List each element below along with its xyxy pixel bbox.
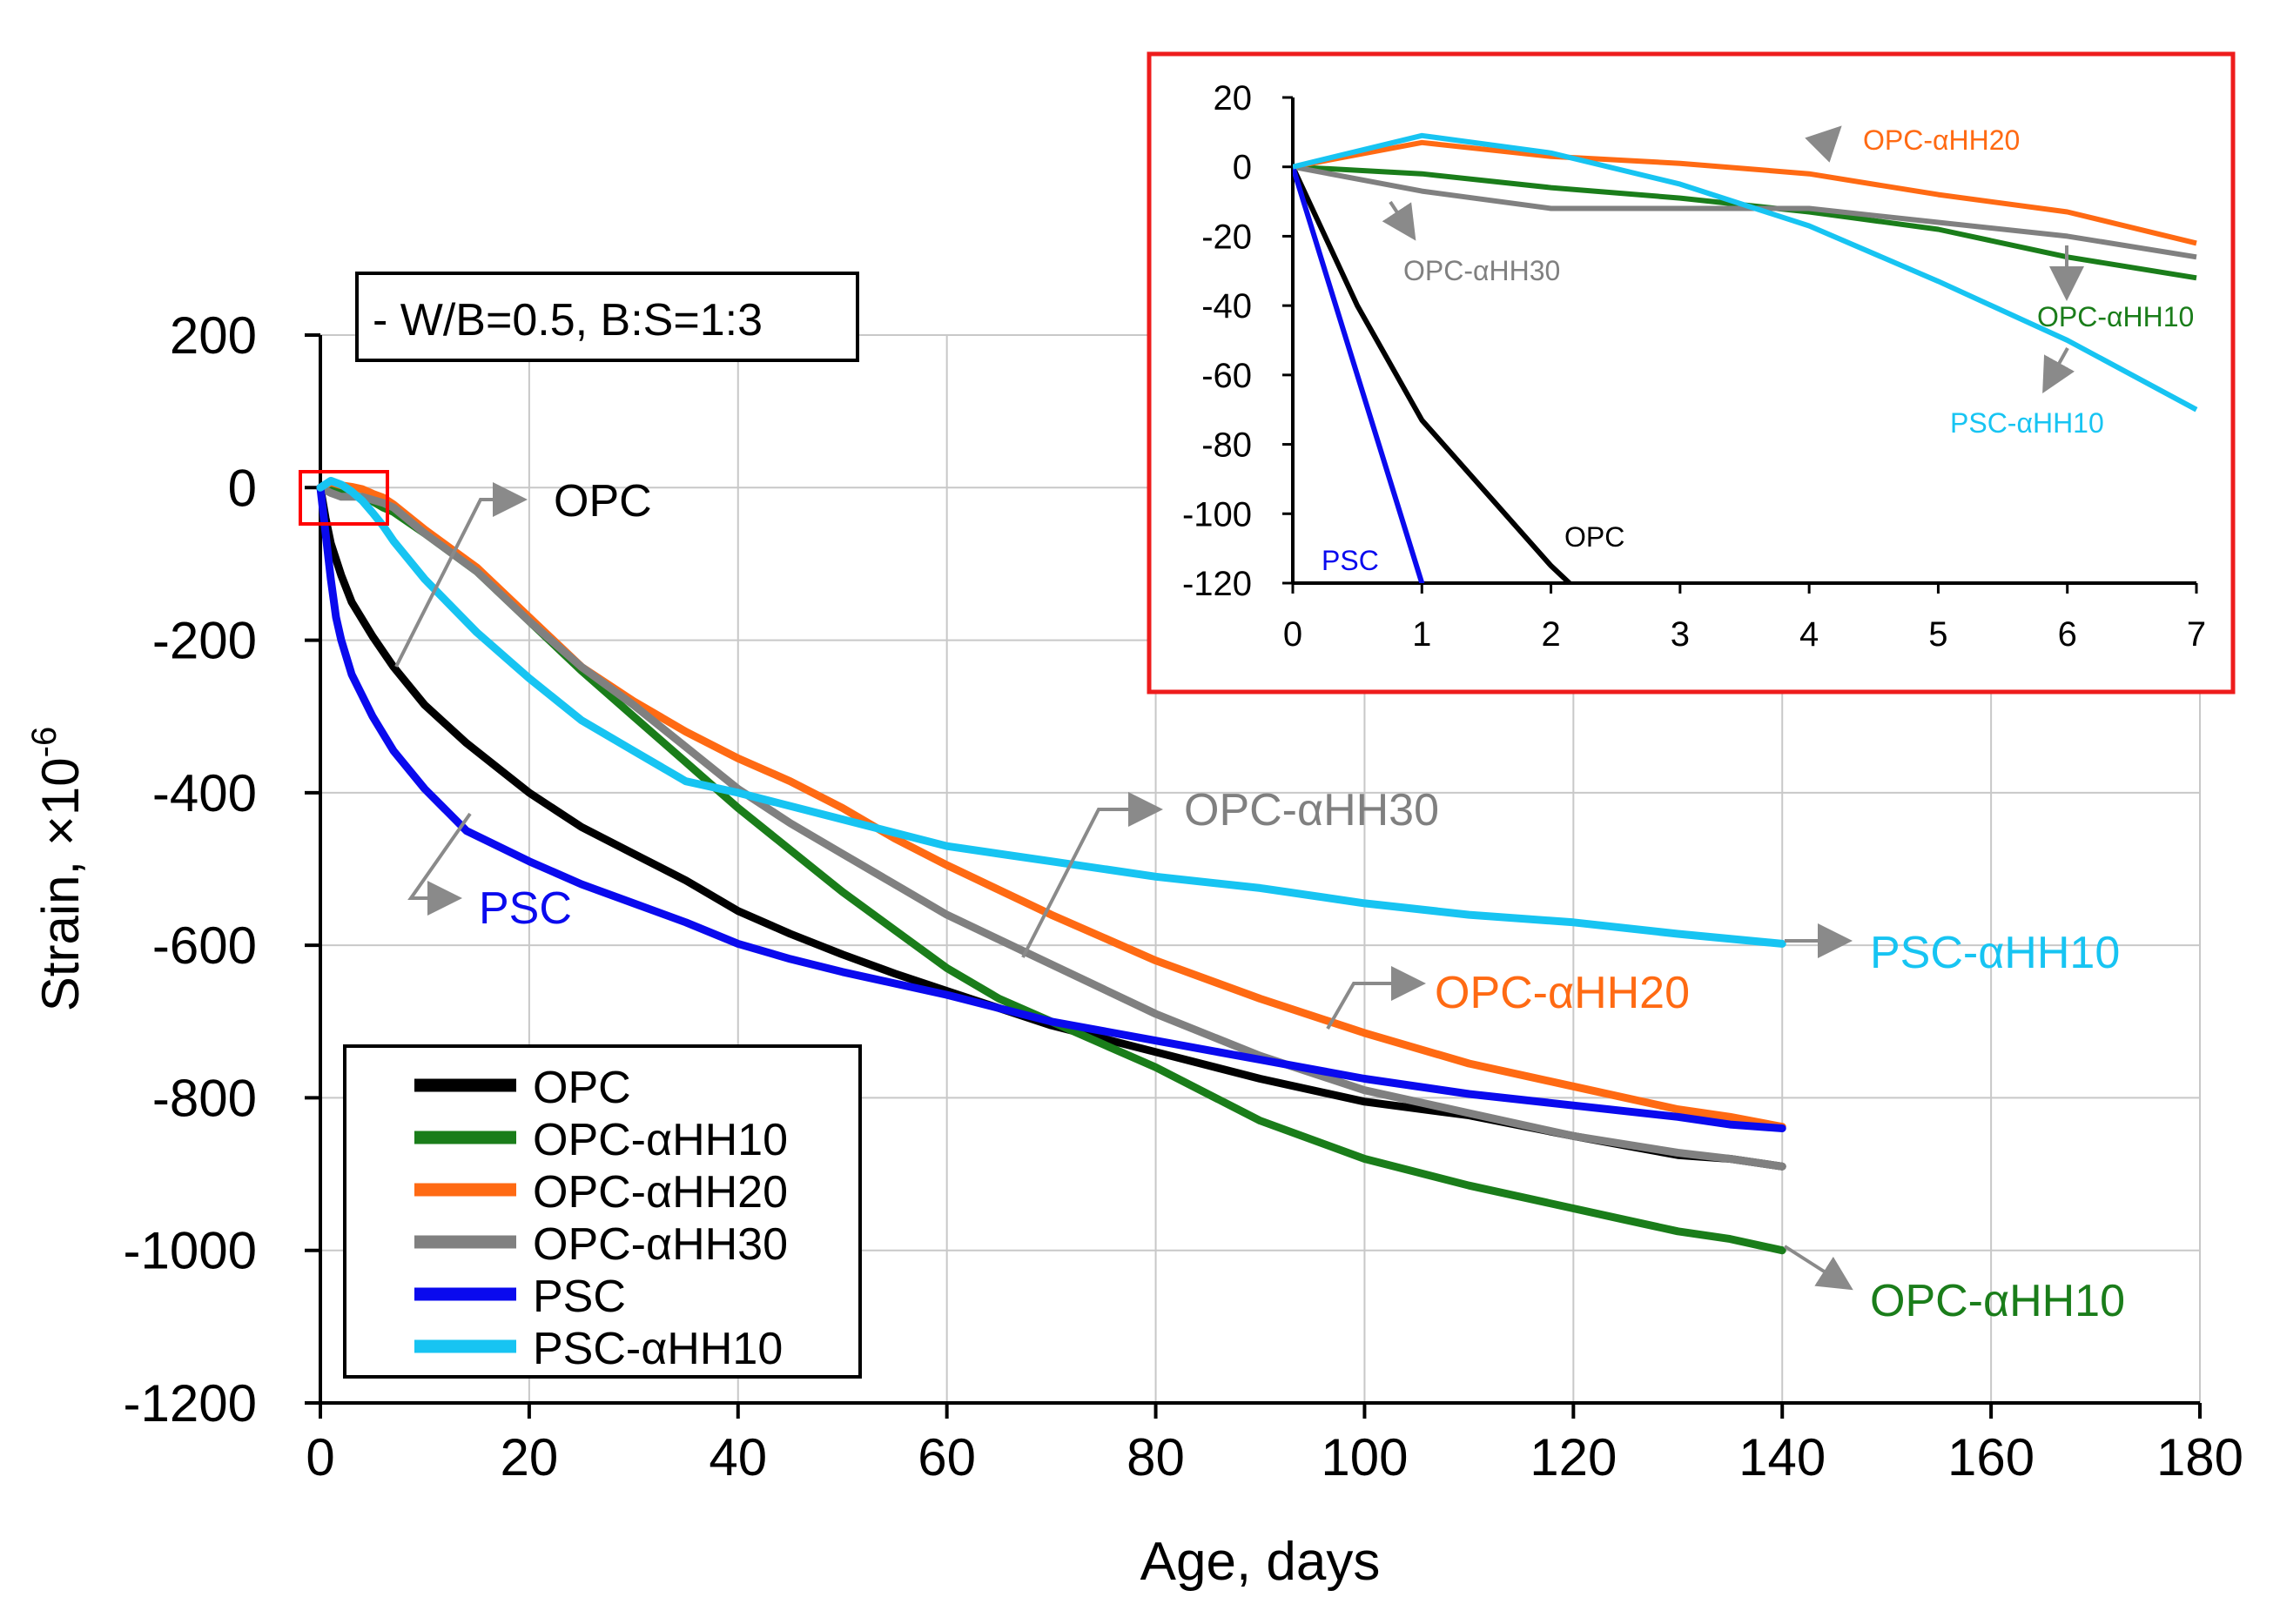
- y-tick-label: -400: [152, 764, 257, 822]
- inset-annotation-label: PSC-αHH10: [1950, 407, 2104, 439]
- y-tick-label: -200: [152, 612, 257, 670]
- y-tick-label: -1000: [124, 1222, 257, 1280]
- inset-y-tick-label: -40: [1201, 287, 1252, 325]
- legend-label: PSC: [533, 1272, 626, 1322]
- series-line-OPC-αHH30: [316, 483, 1786, 1171]
- x-tick-label: 20: [501, 1428, 559, 1486]
- y-axis-title-exponent: -6: [25, 727, 64, 758]
- inset-x-tick-label: 5: [1928, 615, 1947, 654]
- inset-series-line-OPC-αHH20: [1293, 139, 2197, 246]
- series-line-OPC: [316, 483, 1786, 1171]
- annotation-arrow: [1326, 966, 1426, 1030]
- y-tick-label: 0: [228, 459, 257, 517]
- legend-label: OPC-αHH30: [533, 1219, 788, 1270]
- x-tick-label: 100: [1321, 1428, 1408, 1486]
- inset-x-tick-label: 7: [2187, 615, 2206, 654]
- inset-annotations: OPC-αHH20 OPC-αHH30 OPC-αHH10 PSC-αHH10 OPC P…: [1322, 124, 2194, 576]
- inset-annotation-label: OPC: [1564, 521, 1624, 553]
- annotation-arrow: [1783, 1245, 1853, 1291]
- inset-series-line-OPC-αHH30: [1293, 164, 2197, 260]
- inset-annotation-label: OPC-αHH10: [2037, 301, 2194, 332]
- series-line-OPC-αHH20: [316, 478, 1786, 1131]
- annotation-label: PSC-αHH10: [1870, 928, 2120, 978]
- y-tick-label: -600: [152, 916, 257, 975]
- inset-series-line-PSC-αHH10: [1293, 132, 2198, 413]
- y-axis-title: Strain, ×10-6: [25, 727, 90, 1011]
- x-tick-label: 0: [306, 1428, 334, 1486]
- inset-x-tick-label: 4: [1799, 615, 1819, 654]
- inset-y-tick-label: -80: [1201, 426, 1252, 465]
- inset-x-tick-label: 1: [1412, 615, 1431, 654]
- inset-series: [1293, 132, 2198, 583]
- annotation-arrow: [394, 482, 528, 668]
- annotation-label: OPC: [554, 476, 652, 527]
- annotation-label: PSC: [479, 883, 572, 934]
- condition-note-box: [355, 272, 859, 362]
- inset-y-tick-label: 0: [1233, 149, 1252, 187]
- annotation-label: OPC-αHH30: [1184, 785, 1439, 835]
- x-tick-label: 60: [918, 1428, 976, 1486]
- annotation-label: OPC-αHH20: [1435, 968, 1690, 1018]
- zoom-region-box: [299, 470, 389, 526]
- inset-y-tick-label: -120: [1182, 565, 1252, 603]
- legend-label: OPC-αHH10: [533, 1115, 788, 1165]
- y-tick-label: -800: [152, 1069, 257, 1127]
- series-line-PSC: [316, 483, 1786, 1132]
- inset-series-line-OPC: [1293, 165, 1574, 583]
- inset-x-tick-label: 3: [1671, 615, 1690, 654]
- main-series: [316, 476, 1786, 1255]
- legend-label: PSC-αHH10: [533, 1324, 783, 1374]
- legend-label: OPC: [533, 1063, 631, 1113]
- main-axes: 0 20 40 60 80 100 120 140 160 1802000-200-400-600…: [25, 306, 2243, 1592]
- y-axis-title-base: Strain, ×10: [31, 757, 90, 1011]
- x-tick-label: 120: [1530, 1428, 1617, 1486]
- inset-y-tick-label: -60: [1201, 357, 1252, 395]
- inset-annotation-arrow: [1382, 200, 1416, 241]
- legend-box: [343, 1044, 862, 1379]
- series-line-PSC-αHH10: [316, 476, 1786, 948]
- inset-chart: 0 1 2 3 4 5 6 7 20 0 -20 -40 -60 -80 -100 -120 OPC-αHH20…: [1147, 51, 2236, 695]
- inset-series-line-PSC: [1293, 165, 1425, 583]
- x-axis-title: Age, days: [1140, 1532, 1381, 1592]
- main-annotations: OPCPSCOPC-αHH30PSC-αHH10OPC-αHH20OPC-αHH…: [394, 476, 2125, 1326]
- inset-y-tick-label: 20: [1214, 79, 1253, 117]
- inset-x-tick-label: 2: [1541, 615, 1560, 654]
- legend-label: OPC-αHH20: [533, 1167, 788, 1218]
- inset-x-tick-label: 0: [1283, 615, 1302, 654]
- annotation-label: OPC-αHH10: [1870, 1276, 2125, 1326]
- annotation-arrow: [407, 812, 472, 916]
- inset-annotation-arrow: [1805, 125, 1842, 163]
- inset-annotation-label: OPC-αHH20: [1863, 124, 2020, 156]
- inset-y-tick-label: -20: [1201, 218, 1252, 256]
- annotation-arrow: [1021, 792, 1163, 958]
- condition-note: - W/B=0.5, B:S=1:3: [355, 272, 859, 362]
- inset-frame: [1147, 51, 2236, 695]
- y-tick-label: -1200: [124, 1374, 257, 1433]
- inset-annotation-label: OPC-αHH30: [1403, 255, 1560, 286]
- y-tick-label: 200: [170, 306, 257, 365]
- condition-note-text: - W/B=0.5, B:S=1:3: [373, 295, 763, 346]
- x-tick-label: 160: [1947, 1428, 2035, 1486]
- legend: OPCOPC-αHH10OPC-αHH20OPC-αHH30PSCPSC-αHH…: [343, 1044, 862, 1379]
- x-tick-label: 140: [1739, 1428, 1826, 1486]
- inset-x-tick-label: 6: [2058, 615, 2077, 654]
- x-tick-label: 40: [709, 1428, 767, 1486]
- x-tick-label: 180: [2156, 1428, 2243, 1486]
- x-tick-label: 80: [1127, 1428, 1185, 1486]
- inset-annotation-arrow: [2042, 347, 2075, 393]
- inset-y-tick-label: -100: [1182, 495, 1252, 534]
- inset-annotation-label: PSC: [1322, 545, 1379, 576]
